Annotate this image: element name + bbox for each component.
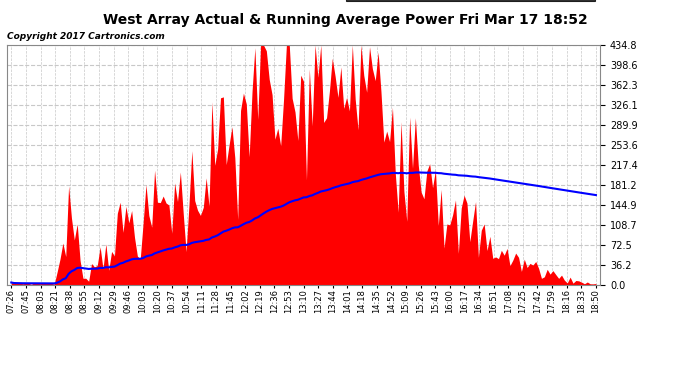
Text: Copyright 2017 Cartronics.com: Copyright 2017 Cartronics.com <box>7 32 165 41</box>
Legend: Average  (DC Watts), West Array  (DC Watts): Average (DC Watts), West Array (DC Watts… <box>346 0 595 1</box>
Text: West Array Actual & Running Average Power Fri Mar 17 18:52: West Array Actual & Running Average Powe… <box>103 13 587 27</box>
